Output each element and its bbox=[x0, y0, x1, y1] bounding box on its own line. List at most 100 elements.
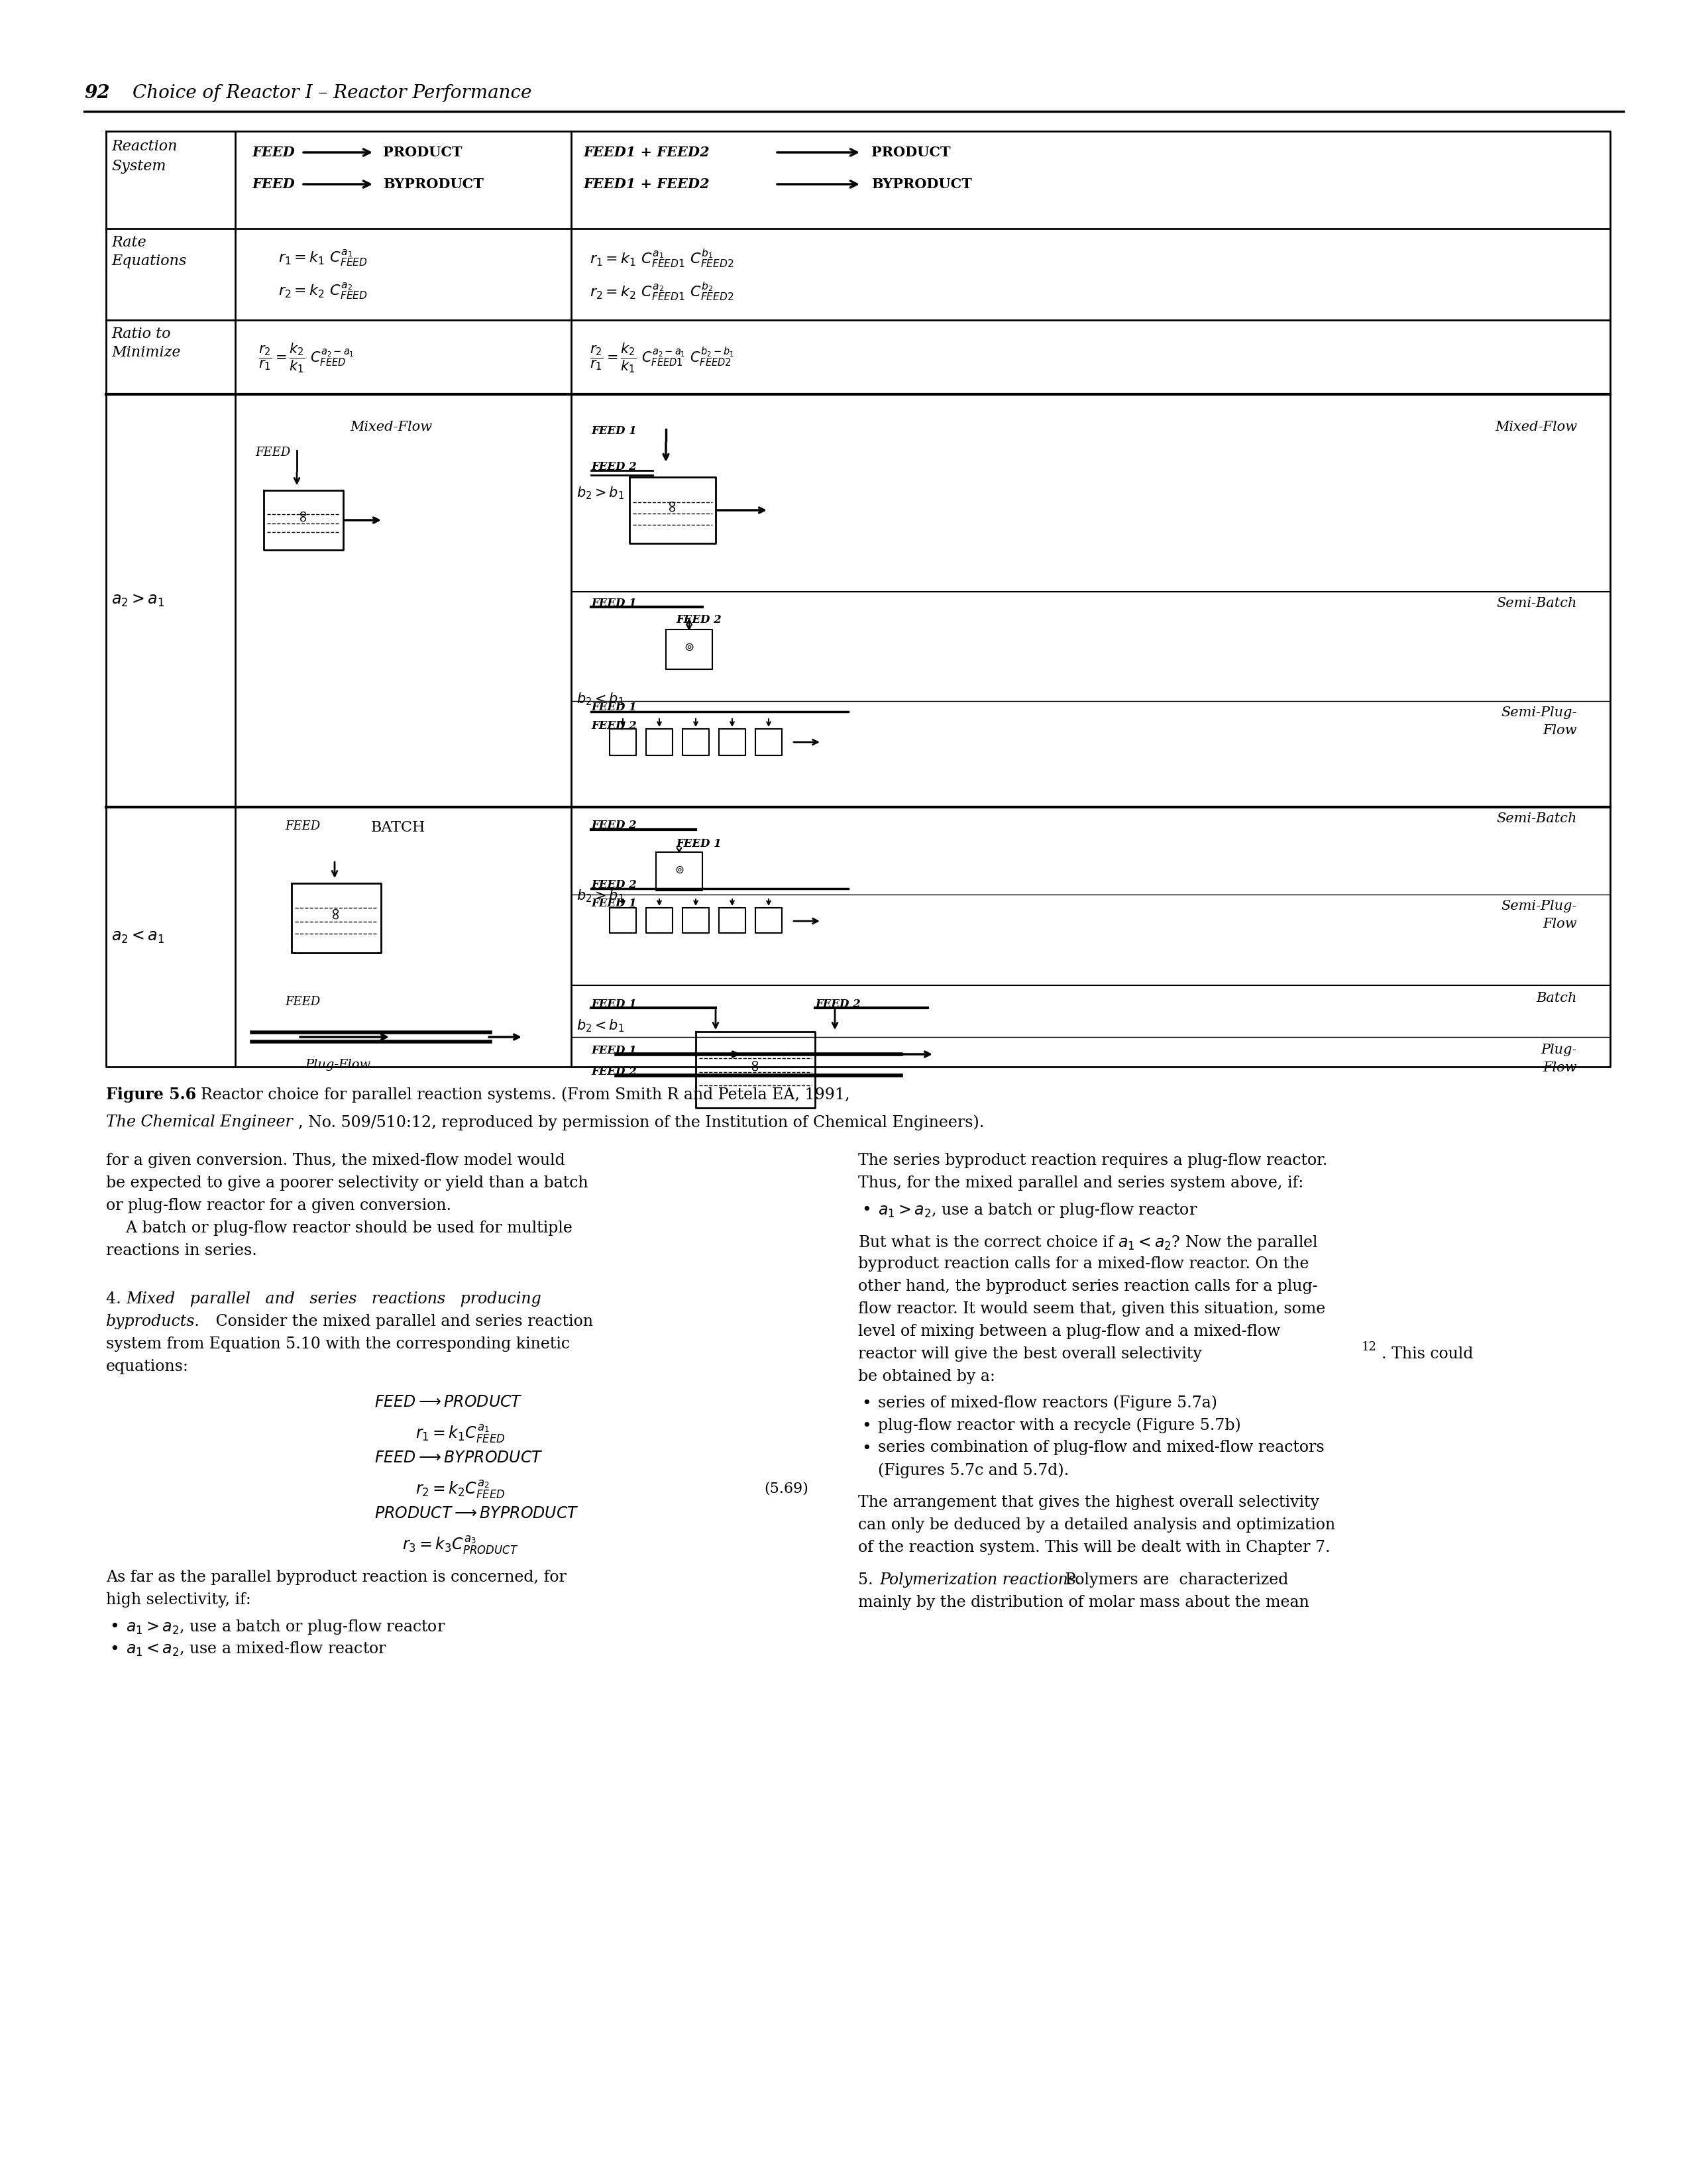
Text: system from Equation 5.10 with the corresponding kinetic: system from Equation 5.10 with the corre… bbox=[107, 1337, 570, 1352]
Text: The arrangement that gives the highest overall selectivity: The arrangement that gives the highest o… bbox=[857, 1494, 1319, 1509]
Text: (Figures 5.7c and 5.7d).: (Figures 5.7c and 5.7d). bbox=[878, 1463, 1069, 1479]
Text: $r_3 = k_3C_{PRODUCT}^{a_3}$: $r_3 = k_3C_{PRODUCT}^{a_3}$ bbox=[402, 1533, 519, 1555]
Text: can only be deduced by a detailed analysis and optimization: can only be deduced by a detailed analys… bbox=[857, 1518, 1336, 1533]
Text: BYPRODUCT: BYPRODUCT bbox=[871, 177, 972, 190]
Text: •: • bbox=[110, 1642, 118, 1658]
Text: FEED 2: FEED 2 bbox=[815, 998, 861, 1009]
Text: Mixed   parallel   and   series   reactions   producing: Mixed parallel and series reactions prod… bbox=[125, 1291, 541, 1306]
Text: $\infty$: $\infty$ bbox=[747, 1059, 763, 1072]
Text: Reaction: Reaction bbox=[112, 140, 178, 153]
Text: Equations: Equations bbox=[112, 253, 186, 269]
Text: other hand, the byproduct series reaction calls for a plug-: other hand, the byproduct series reactio… bbox=[857, 1280, 1317, 1295]
Text: $\circledcirc$: $\circledcirc$ bbox=[683, 642, 695, 653]
Text: (5.69): (5.69) bbox=[764, 1481, 808, 1496]
Text: $\circledcirc$: $\circledcirc$ bbox=[675, 865, 683, 876]
Text: 4.: 4. bbox=[107, 1291, 127, 1306]
Text: FEED 1: FEED 1 bbox=[592, 701, 636, 714]
Text: FEED 1: FEED 1 bbox=[592, 898, 636, 909]
Text: $FEED \longrightarrow PRODUCT$: $FEED \longrightarrow PRODUCT$ bbox=[374, 1396, 523, 1411]
Text: level of mixing between a plug-flow and a mixed-flow: level of mixing between a plug-flow and … bbox=[857, 1324, 1280, 1339]
Text: The Chemical Engineer: The Chemical Engineer bbox=[107, 1114, 293, 1129]
Text: equations:: equations: bbox=[107, 1358, 189, 1374]
Text: •: • bbox=[110, 1621, 118, 1634]
Text: be expected to give a poorer selectivity or yield than a batch: be expected to give a poorer selectivity… bbox=[107, 1175, 588, 1190]
Text: byproduct reaction calls for a mixed-flow reactor. On the: byproduct reaction calls for a mixed-flo… bbox=[857, 1256, 1309, 1271]
Text: Plug-: Plug- bbox=[1541, 1044, 1578, 1057]
Text: FEED: FEED bbox=[284, 821, 320, 832]
Text: flow reactor. It would seem that, given this situation, some: flow reactor. It would seem that, given … bbox=[857, 1302, 1326, 1317]
Text: $r_1 = k_1C_{FEED}^{a_1}$: $r_1 = k_1C_{FEED}^{a_1}$ bbox=[416, 1422, 506, 1444]
Text: FEED: FEED bbox=[252, 177, 294, 190]
Text: be obtained by a:: be obtained by a: bbox=[857, 1369, 996, 1385]
Text: FEED 2: FEED 2 bbox=[592, 819, 636, 832]
Text: Rate: Rate bbox=[112, 236, 145, 249]
Text: •: • bbox=[861, 1441, 871, 1457]
Text: 92: 92 bbox=[85, 83, 110, 103]
Text: FEED 2: FEED 2 bbox=[592, 721, 636, 732]
Text: $b_2 > b_1$: $b_2 > b_1$ bbox=[577, 889, 624, 904]
Text: FEED 2: FEED 2 bbox=[592, 878, 636, 891]
Text: $FEED \longrightarrow BYPRODUCT$: $FEED \longrightarrow BYPRODUCT$ bbox=[374, 1450, 543, 1465]
Text: $a_2 < a_1$: $a_2 < a_1$ bbox=[112, 928, 164, 946]
Text: series of mixed-flow reactors (Figure 5.7a): series of mixed-flow reactors (Figure 5.… bbox=[878, 1396, 1218, 1411]
Text: As far as the parallel byproduct reaction is concerned, for: As far as the parallel byproduct reactio… bbox=[107, 1570, 566, 1586]
Text: FEED 2: FEED 2 bbox=[592, 1066, 636, 1077]
Text: or plug-flow reactor for a given conversion.: or plug-flow reactor for a given convers… bbox=[107, 1199, 451, 1214]
Text: •: • bbox=[861, 1396, 871, 1411]
Text: FEED: FEED bbox=[284, 996, 320, 1007]
Text: $\dfrac{r_2}{r_1} = \dfrac{k_2}{k_1}\ C_{FEED}^{a_2-a_1}$: $\dfrac{r_2}{r_1} = \dfrac{k_2}{k_1}\ C_… bbox=[259, 341, 353, 373]
Text: $\dfrac{r_2}{r_1} = \dfrac{k_2}{k_1}\ C_{FEED1}^{a_2-a_1}\ C_{FEED2}^{b_2-b_1}$: $\dfrac{r_2}{r_1} = \dfrac{k_2}{k_1}\ C_… bbox=[590, 341, 734, 373]
Text: Polymerization reactions.: Polymerization reactions. bbox=[879, 1572, 1081, 1588]
Text: $PRODUCT \longrightarrow BYPRODUCT$: $PRODUCT \longrightarrow BYPRODUCT$ bbox=[374, 1507, 578, 1522]
Text: Reactor choice for parallel reaction systems. (From Smith R and Petela EA, 1991,: Reactor choice for parallel reaction sys… bbox=[191, 1088, 856, 1103]
Text: FEED: FEED bbox=[252, 146, 294, 159]
Text: $r_2 = k_2C_{FEED}^{a_2}$: $r_2 = k_2C_{FEED}^{a_2}$ bbox=[416, 1479, 506, 1500]
Text: BYPRODUCT: BYPRODUCT bbox=[382, 177, 484, 190]
Text: 5.: 5. bbox=[857, 1572, 878, 1588]
Text: System: System bbox=[112, 159, 166, 173]
Text: Minimize: Minimize bbox=[112, 345, 181, 360]
Text: But what is the correct choice if $a_1 < a_2$? Now the parallel: But what is the correct choice if $a_1 <… bbox=[857, 1234, 1319, 1251]
Text: •: • bbox=[861, 1203, 871, 1219]
Text: mainly by the distribution of molar mass about the mean: mainly by the distribution of molar mass… bbox=[857, 1594, 1309, 1610]
Text: $a_2 > a_1$: $a_2 > a_1$ bbox=[112, 592, 164, 607]
Text: plug-flow reactor with a recycle (Figure 5.7b): plug-flow reactor with a recycle (Figure… bbox=[878, 1417, 1241, 1433]
Text: Semi-Batch: Semi-Batch bbox=[1497, 812, 1578, 826]
Text: PRODUCT: PRODUCT bbox=[382, 146, 462, 159]
Text: $r_1=k_1\ C_{FEED}^{a_1}$: $r_1=k_1\ C_{FEED}^{a_1}$ bbox=[279, 249, 367, 269]
Text: $\infty$: $\infty$ bbox=[328, 909, 343, 922]
Text: 12: 12 bbox=[1361, 1341, 1376, 1354]
Text: •: • bbox=[861, 1420, 871, 1435]
Text: Ratio to: Ratio to bbox=[112, 328, 171, 341]
Text: A batch or plug-flow reactor should be used for multiple: A batch or plug-flow reactor should be u… bbox=[107, 1221, 573, 1236]
Text: Semi-Batch: Semi-Batch bbox=[1497, 596, 1578, 609]
Text: $\infty$: $\infty$ bbox=[296, 511, 311, 524]
Text: $b_2 < b_1$: $b_2 < b_1$ bbox=[577, 692, 624, 708]
Text: Mixed-Flow: Mixed-Flow bbox=[350, 422, 433, 432]
Text: Flow: Flow bbox=[1542, 1061, 1578, 1075]
Text: FEED 1: FEED 1 bbox=[592, 426, 636, 437]
Text: $a_1 > a_2$, use a batch or plug-flow reactor: $a_1 > a_2$, use a batch or plug-flow re… bbox=[878, 1201, 1197, 1219]
Text: The series byproduct reaction requires a plug-flow reactor.: The series byproduct reaction requires a… bbox=[857, 1153, 1327, 1168]
Text: FEED 1: FEED 1 bbox=[676, 839, 722, 850]
Text: Flow: Flow bbox=[1542, 917, 1578, 930]
Text: $\infty$: $\infty$ bbox=[665, 500, 680, 513]
Text: $a_1 > a_2$, use a batch or plug-flow reactor: $a_1 > a_2$, use a batch or plug-flow re… bbox=[125, 1618, 446, 1636]
Text: $r_2=k_2\ C_{FEED1}^{a_2}\ C_{FEED2}^{b_2}$: $r_2=k_2\ C_{FEED1}^{a_2}\ C_{FEED2}^{b_… bbox=[590, 280, 734, 304]
Text: PRODUCT: PRODUCT bbox=[871, 146, 950, 159]
Text: of the reaction system. This will be dealt with in Chapter 7.: of the reaction system. This will be dea… bbox=[857, 1540, 1331, 1555]
Text: $r_1=k_1\ C_{FEED1}^{a_1}\ C_{FEED2}^{b_1}$: $r_1=k_1\ C_{FEED1}^{a_1}\ C_{FEED2}^{b_… bbox=[590, 247, 734, 269]
Text: Thus, for the mixed parallel and series system above, if:: Thus, for the mixed parallel and series … bbox=[857, 1175, 1304, 1190]
Text: byproducts.: byproducts. bbox=[107, 1315, 200, 1330]
Text: $r_2=k_2\ C_{FEED}^{a_2}$: $r_2=k_2\ C_{FEED}^{a_2}$ bbox=[279, 282, 367, 301]
Text: $b_2 < b_1$: $b_2 < b_1$ bbox=[577, 1018, 624, 1033]
Text: for a given conversion. Thus, the mixed-flow model would: for a given conversion. Thus, the mixed-… bbox=[107, 1153, 565, 1168]
Text: Mixed-Flow: Mixed-Flow bbox=[1495, 422, 1578, 432]
Text: FEED: FEED bbox=[255, 446, 291, 459]
Text: Figure 5.6: Figure 5.6 bbox=[107, 1088, 196, 1103]
Text: BATCH: BATCH bbox=[370, 821, 426, 834]
Text: Plug-Flow: Plug-Flow bbox=[304, 1059, 370, 1070]
Text: Semi-Plug-: Semi-Plug- bbox=[1502, 900, 1578, 913]
Text: $b_2 > b_1$: $b_2 > b_1$ bbox=[577, 485, 624, 500]
Text: Flow: Flow bbox=[1542, 725, 1578, 736]
